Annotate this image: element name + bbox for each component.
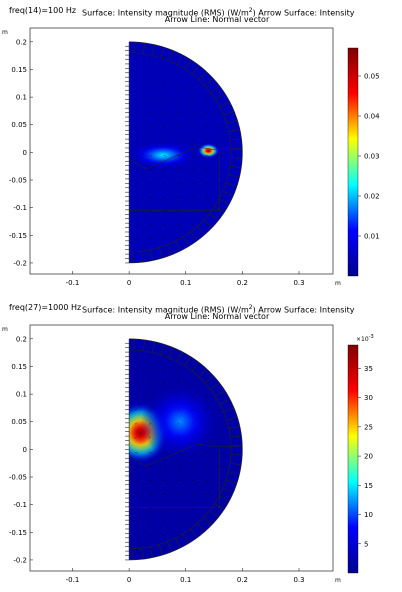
x-tick-label: 0: [127, 279, 131, 287]
x-tick-label: -0.1: [66, 279, 80, 287]
y-tick-label: 0.1: [16, 94, 27, 102]
plot-canvas: -0.1 0 0.1 0.2 0.3 0.2 0.15 0.1 0.05 0 -0.05 -0.1 -0…: [0, 0, 402, 295]
colorbar-tick-label: 35: [364, 365, 373, 373]
y-tick-label: 0.2: [16, 38, 27, 46]
plot-panel-100hz: freq(14)=100 Hz Surface: Intensity magni…: [0, 0, 402, 295]
plot-canvas: -0.1 0 0.1 0.2 0.3 0.2 0.15 0.1 0.05 0 -0.05 -0.1 -0…: [0, 297, 402, 592]
y-tick-label: -0.1: [13, 501, 27, 509]
colorbar-multiplier: ×10-3: [356, 334, 374, 343]
y-tick-label: 0.2: [16, 335, 27, 343]
y-tick-label: -0.2: [13, 556, 27, 564]
colorbar-tick-label: 0.01: [364, 233, 380, 241]
x-tick-label: 0.3: [293, 279, 304, 287]
y-tick-label: 0.15: [11, 66, 27, 74]
y-tick-label: -0.2: [13, 259, 27, 267]
y-tick-label: -0.1: [13, 204, 27, 212]
colorbar-tick-label: 0.03: [364, 153, 380, 161]
y-tick-label: -0.15: [9, 232, 27, 240]
field-hotspot: [140, 383, 219, 460]
y-unit-label: m: [2, 326, 8, 333]
y-tick-label: 0.05: [11, 121, 27, 129]
y-tick-label: 0.1: [16, 391, 27, 399]
colorbar-tick-label: 25: [364, 423, 373, 431]
y-tick-label: -0.15: [9, 529, 27, 537]
x-unit-label: m: [335, 577, 341, 584]
colorbar: [348, 345, 358, 573]
y-tick-label: 0: [23, 149, 27, 157]
colorbar-tick-label: 0.02: [364, 193, 380, 201]
x-tick-label: -0.1: [66, 576, 80, 584]
y-tick-label: 0.05: [11, 418, 27, 426]
y-tick-label: 0.15: [11, 363, 27, 371]
x-tick-label: 0.2: [237, 279, 248, 287]
colorbar-tick-label: 30: [364, 394, 373, 402]
colorbar-tick-label: 10: [364, 511, 373, 519]
colorbar-tick-label: 20: [364, 453, 373, 461]
y-tick-label: -0.05: [9, 474, 27, 482]
colorbar-tick-label: 15: [364, 482, 373, 490]
plot-panel-1000hz: freq(27)=1000 Hz Surface: Intensity magn…: [0, 297, 402, 592]
colorbar-tick-label: 0.05: [364, 73, 380, 81]
y-tick-label: -0.05: [9, 177, 27, 185]
x-tick-label: 0.2: [237, 576, 248, 584]
colorbar: [348, 48, 358, 276]
x-unit-label: m: [335, 280, 341, 287]
y-tick-label: 0: [23, 446, 27, 454]
colorbar-tick-label: 5: [364, 540, 368, 548]
x-tick-label: 0.1: [180, 279, 191, 287]
x-tick-label: 0.1: [180, 576, 191, 584]
colorbar-tick-label: 0.04: [364, 113, 380, 121]
x-tick-label: 0.3: [293, 576, 304, 584]
y-unit-label: m: [2, 29, 8, 36]
x-tick-label: 0: [127, 576, 131, 584]
